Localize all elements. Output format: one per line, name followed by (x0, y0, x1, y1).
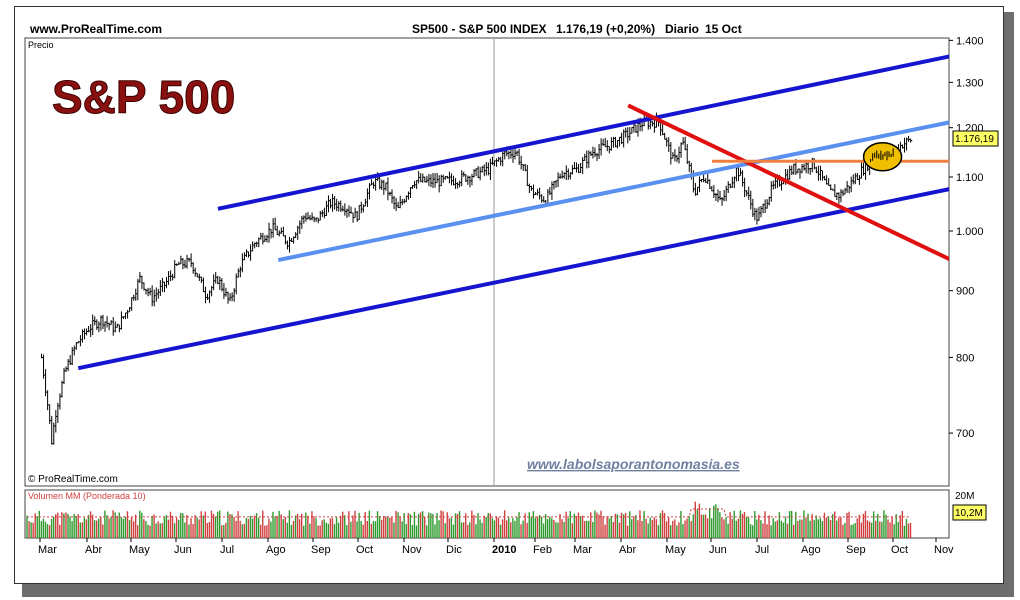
price-tick-label: 1.000 (956, 226, 984, 238)
last-price-text: 1.176,19 (955, 134, 994, 145)
downtrend-line (627, 103, 949, 262)
volume-bars (26, 501, 912, 538)
time-tick-label: Jul (220, 544, 234, 556)
time-tick-label: Sep (846, 544, 866, 556)
watermark-url[interactable]: www.labolsaporantonomasia.es (527, 456, 740, 472)
instrument-label: SP500 - S&P 500 INDEX (412, 22, 547, 36)
volume-panel-label: Volumen MM (Ponderada 10) (28, 491, 146, 501)
time-tick-label: Ago (266, 544, 286, 556)
last-volume-text: 10,2M (955, 508, 983, 519)
time-tick-label: Jun (709, 544, 727, 556)
time-tick-label: 2010 (492, 544, 516, 556)
time-tick-label: Ago (801, 544, 821, 556)
time-tick-label: Oct (891, 544, 908, 556)
lower-channel-line (77, 187, 949, 371)
price-tick-label: 1.300 (956, 77, 984, 89)
price-tick-label: 1.400 (956, 35, 984, 47)
time-tick-label: Mar (38, 544, 57, 556)
time-tick-label: Nov (402, 544, 422, 556)
time-tick-label: May (665, 544, 686, 556)
upper-channel-line (217, 54, 949, 211)
time-tick-label: Sep (311, 544, 331, 556)
time-tick-label: Abr (85, 544, 102, 556)
copyright-label: © ProRealTime.com (28, 474, 118, 485)
time-tick-label: Oct (356, 544, 373, 556)
price-panel-label: Precio (28, 40, 54, 50)
last-volume-badge (952, 504, 987, 521)
overlay-title: S&P 500 (52, 71, 235, 123)
time-axis: Mar Abr May Jun Jul Ago Sep Oct Nov Dic 2010 Feb Mar… (38, 538, 954, 556)
price-tick-label: 1.100 (956, 172, 984, 184)
site-label: www.ProRealTime.com (29, 22, 162, 36)
volume-ma-line (27, 508, 911, 518)
time-tick-label: Feb (533, 544, 552, 556)
price-bars (40, 111, 913, 445)
date-label: 15 Oct (705, 22, 742, 36)
price-tick-label: 800 (956, 352, 974, 364)
time-tick-label: Abr (619, 544, 636, 556)
period-label: Diario (665, 22, 699, 36)
time-tick-label: Dic (446, 544, 462, 556)
time-tick-label: May (129, 544, 150, 556)
time-tick-label: Nov (934, 544, 954, 556)
mid-channel-line (277, 120, 949, 263)
time-tick-label: Mar (573, 544, 592, 556)
volume-scale-label: 20M (955, 491, 974, 502)
trendlines (77, 54, 949, 371)
time-tick-label: Jul (755, 544, 769, 556)
last-price-badge (952, 130, 999, 147)
time-tick-label: Jun (174, 544, 192, 556)
price-tick-label: 900 (956, 286, 974, 298)
price-tick-label: 700 (956, 428, 974, 440)
quote-label: 1.176,19 (+0,20%) (556, 22, 655, 36)
